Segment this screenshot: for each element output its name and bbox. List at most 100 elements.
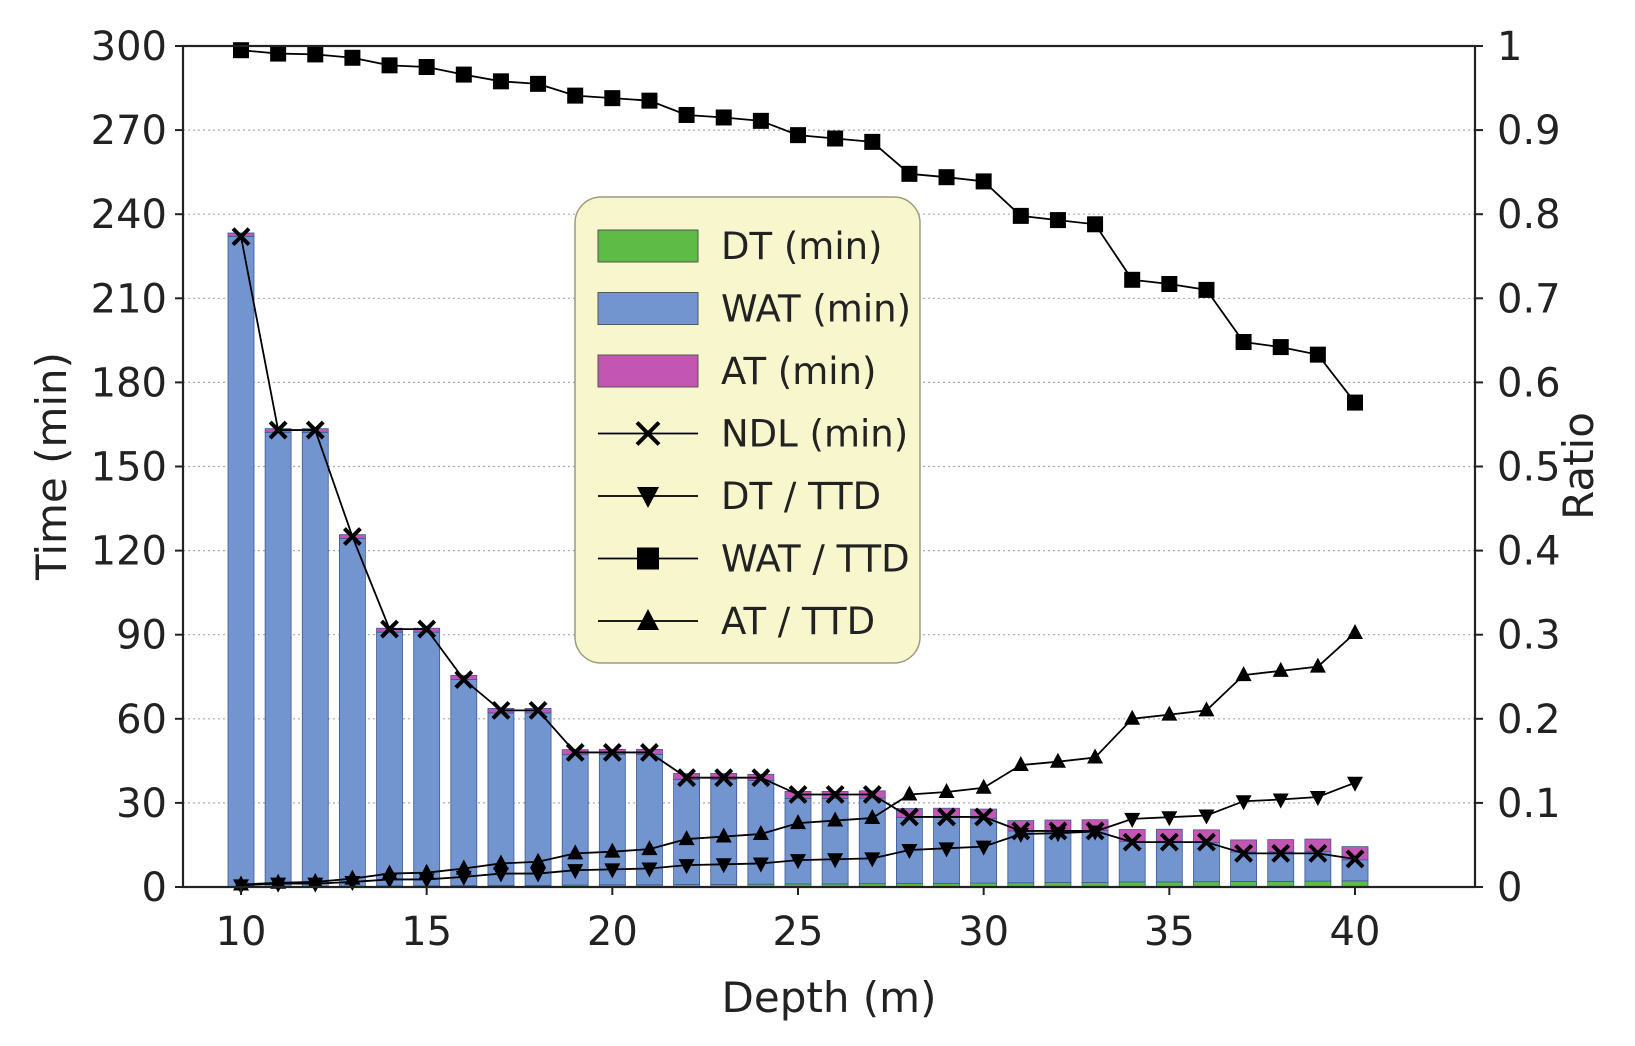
y-tick-label: 30 bbox=[116, 781, 167, 827]
bar-at bbox=[1267, 839, 1295, 853]
point-ndl-min bbox=[268, 420, 288, 440]
y2-tick-label: 0.2 bbox=[1497, 697, 1561, 743]
point-dt-ttd bbox=[752, 857, 769, 873]
legend-marker-wat-ttd bbox=[637, 547, 659, 570]
bar-wat bbox=[1230, 851, 1257, 882]
legend-marker-ndl-min bbox=[635, 421, 661, 446]
y-tick-label: 0 bbox=[142, 865, 167, 911]
y2-tick-label: 1 bbox=[1497, 24, 1522, 70]
marker-stroke bbox=[635, 421, 661, 446]
point-dt-ttd bbox=[604, 863, 621, 879]
legend-label-dt-ttd: DT / TTD bbox=[721, 475, 881, 518]
point-wat-ttd bbox=[530, 75, 547, 92]
point-wat-ttd bbox=[492, 73, 509, 90]
point-ndl-min bbox=[1345, 849, 1365, 869]
marker-stroke bbox=[1345, 849, 1365, 869]
marker-stroke bbox=[268, 420, 288, 440]
x-tick-label: 15 bbox=[401, 909, 452, 955]
legend-label-at-ttd: AT / TTD bbox=[721, 600, 875, 643]
point-dt-ttd bbox=[1124, 812, 1141, 828]
bar-wat bbox=[1193, 842, 1220, 883]
point-wat-ttd bbox=[1087, 216, 1104, 233]
point-dt-ttd bbox=[1235, 795, 1252, 811]
point-ndl-min bbox=[1234, 843, 1254, 863]
point-ndl-min bbox=[342, 527, 362, 546]
marker-stroke bbox=[937, 807, 956, 827]
point-at-ttd bbox=[641, 840, 658, 856]
bar-at bbox=[1304, 838, 1332, 853]
bar-wat bbox=[598, 754, 626, 886]
marker-stroke bbox=[454, 670, 474, 689]
marker-stroke bbox=[862, 785, 882, 804]
point-ndl-min bbox=[1122, 832, 1142, 852]
point-at-ttd bbox=[790, 814, 806, 830]
marker-stroke bbox=[1197, 832, 1216, 852]
line-series bbox=[231, 42, 1365, 895]
x-tick-label: 10 bbox=[216, 909, 267, 955]
y-tick-label: 210 bbox=[91, 276, 167, 322]
marker-stroke bbox=[380, 619, 399, 639]
point-wat-ttd bbox=[864, 133, 881, 150]
point-ndl-min bbox=[417, 619, 437, 639]
marker-stroke bbox=[602, 743, 622, 762]
marker-stroke bbox=[231, 227, 251, 247]
marker-stroke bbox=[1271, 843, 1291, 863]
y-tick-label: 180 bbox=[91, 360, 167, 406]
point-at-ttd bbox=[455, 859, 472, 875]
point-at-ttd bbox=[1235, 666, 1252, 682]
x-tick-label: 40 bbox=[1330, 909, 1381, 955]
point-wat-ttd bbox=[1012, 207, 1029, 224]
y-tick-label: 270 bbox=[91, 108, 167, 154]
bar-wat bbox=[301, 431, 329, 887]
marker-stroke bbox=[417, 619, 437, 639]
point-dt-ttd bbox=[1087, 825, 1104, 841]
point-ndl-min bbox=[788, 785, 808, 804]
point-at-ttd bbox=[344, 869, 361, 885]
point-wat-ttd bbox=[975, 173, 992, 190]
legend-swatch-at-min bbox=[597, 354, 699, 388]
y-tick-label: 90 bbox=[116, 613, 167, 659]
point-at-ttd bbox=[975, 778, 992, 794]
point-wat-ttd bbox=[1347, 394, 1363, 411]
y2-tick-label: 0.7 bbox=[1497, 276, 1561, 322]
y-tick-label: 150 bbox=[91, 445, 167, 491]
point-at-ttd bbox=[678, 830, 695, 846]
point-ndl-min bbox=[231, 227, 251, 247]
legend-label-wat-ttd: WAT / TTD bbox=[721, 538, 910, 581]
point-ndl-min bbox=[899, 807, 919, 827]
legend-marker-at-ttd bbox=[637, 609, 659, 630]
marker-stroke bbox=[974, 807, 994, 827]
marker-stroke bbox=[1234, 843, 1254, 863]
point-ndl-min bbox=[1308, 843, 1328, 863]
bar-wat bbox=[413, 631, 441, 887]
point-at-ttd bbox=[1198, 701, 1215, 717]
point-at-ttd bbox=[1012, 756, 1029, 772]
point-dt-ttd bbox=[1309, 791, 1326, 807]
y2-axis-title: Ratio bbox=[1554, 412, 1603, 520]
point-dt-ttd bbox=[975, 840, 992, 856]
point-dt-ttd bbox=[1012, 828, 1029, 844]
x-tick-label: 25 bbox=[773, 909, 824, 955]
point-ndl-min bbox=[491, 700, 511, 720]
bar-wat bbox=[227, 235, 255, 888]
legend-label-ndl-min: NDL (min) bbox=[721, 413, 908, 456]
marker-stroke bbox=[528, 700, 548, 720]
marker-stroke bbox=[1159, 832, 1179, 852]
point-dt-ttd bbox=[1161, 811, 1178, 827]
point-dt-ttd bbox=[641, 862, 658, 878]
point-at-ttd bbox=[1347, 624, 1363, 640]
point-ndl-min bbox=[937, 807, 956, 827]
point-wat-ttd bbox=[790, 127, 806, 144]
y-tick-label: 300 bbox=[91, 24, 167, 70]
point-wat-ttd bbox=[567, 87, 584, 104]
point-at-ttd bbox=[381, 864, 398, 880]
point-at-ttd bbox=[901, 785, 918, 801]
point-ndl-min bbox=[1271, 843, 1291, 863]
point-wat-ttd bbox=[1124, 271, 1141, 288]
legend-label-dt-min: DT (min) bbox=[721, 225, 883, 268]
marker-stroke bbox=[565, 743, 585, 762]
point-ndl-min bbox=[677, 768, 697, 788]
marker-stroke bbox=[751, 768, 771, 788]
bar-wat bbox=[821, 798, 849, 885]
point-at-ttd bbox=[1049, 752, 1066, 768]
